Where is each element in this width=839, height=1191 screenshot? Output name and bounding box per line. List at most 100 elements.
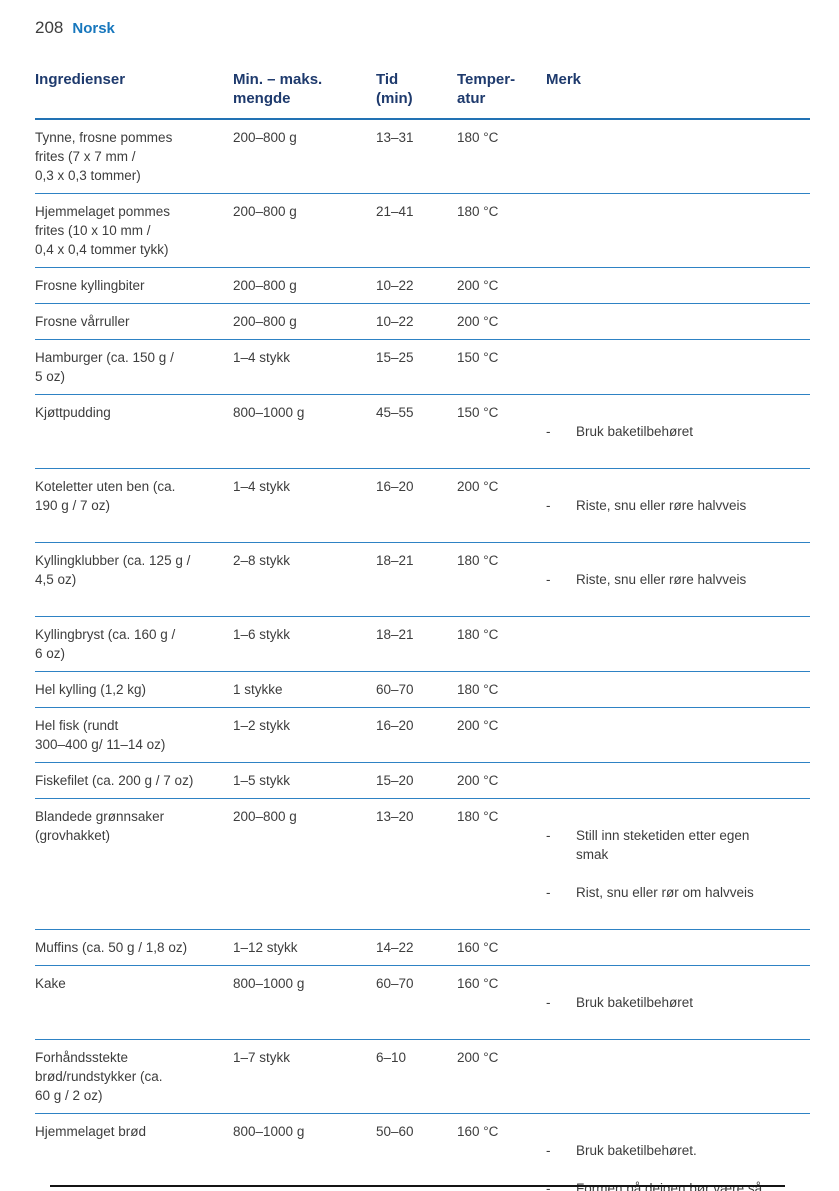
time-cell: 10–22 (376, 314, 414, 329)
note-text: Riste, snu eller røre halvveis (576, 498, 747, 513)
note-text: Bruk baketilbehøret. (576, 1143, 697, 1158)
notes-cell: - Riste, snu eller røre halvveis (546, 469, 810, 542)
temperature-cell: 180 °C (457, 809, 499, 824)
time-cell: 21–41 (376, 204, 414, 219)
amount-cell: 800–1000 g (233, 405, 305, 420)
table-row: Blandede grønnsaker (grovhakket) 200–800… (35, 799, 810, 930)
temperature-cell: 180 °C (457, 627, 499, 642)
table-row: Kyllingbryst (ca. 160 g / 6 oz) 1–6 styk… (35, 617, 810, 672)
ingredient-cell: Hel fisk (rundt 300–400 g/ 11–14 oz) (35, 718, 166, 752)
note-item: - Bruk baketilbehøret. (546, 1133, 810, 1160)
time-cell: 14–22 (376, 940, 414, 955)
note-dash: - (546, 828, 551, 843)
amount-cell: 1–5 stykk (233, 773, 291, 788)
note-item: - Still inn steketiden etter egen smak (546, 818, 810, 864)
temperature-cell: 200 °C (457, 479, 499, 494)
ingredient-cell: Forhåndsstekte brød/rundstykker (ca. 60 … (35, 1050, 163, 1103)
temperature-cell: 160 °C (457, 976, 499, 991)
time-cell: 13–20 (376, 809, 414, 824)
amount-cell: 200–800 g (233, 278, 297, 293)
ingredient-cell: Blandede grønnsaker (grovhakket) (35, 809, 165, 843)
temperature-cell: 160 °C (457, 1124, 499, 1139)
note-text: Bruk baketilbehøret (576, 424, 694, 439)
temperature-cell: 150 °C (457, 405, 499, 420)
notes-cell: - Bruk baketilbehøret (546, 966, 810, 1039)
amount-cell: 200–800 g (233, 130, 297, 145)
column-header-notes: Merk (546, 71, 582, 88)
amount-cell: 200–800 g (233, 809, 297, 824)
temperature-cell: 180 °C (457, 682, 499, 697)
note-dash: - (546, 1143, 551, 1158)
table-row: Forhåndsstekte brød/rundstykker (ca. 60 … (35, 1040, 810, 1114)
notes-cell: - Bruk baketilbehøret. - Formen på deige… (546, 1114, 810, 1191)
note-text: Rist, snu eller rør om halvveis (576, 885, 754, 900)
amount-cell: 1–7 stykk (233, 1050, 291, 1065)
amount-cell: 200–800 g (233, 314, 297, 329)
table-row: Muffins (ca. 50 g / 1,8 oz) 1–12 stykk 1… (35, 930, 810, 966)
note-dash: - (546, 498, 551, 513)
table-row: Kjøttpudding 800–1000 g 45–55 150 °C - B… (35, 395, 810, 469)
time-cell: 45–55 (376, 405, 414, 420)
ingredient-cell: Frosne kyllingbiter (35, 278, 145, 293)
table-row: Frosne kyllingbiter 200–800 g 10–22 200 … (35, 268, 810, 304)
amount-cell: 1–4 stykk (233, 350, 291, 365)
notes-cell: - Riste, snu eller røre halvveis (546, 543, 810, 616)
note-dash: - (546, 885, 551, 900)
notes-cell: - Bruk baketilbehøret (546, 395, 810, 468)
ingredient-cell: Muffins (ca. 50 g / 1,8 oz) (35, 940, 188, 955)
ingredient-cell: Hel kylling (1,2 kg) (35, 682, 147, 697)
amount-cell: 2–8 stykk (233, 553, 291, 568)
column-header-ingredients: Ingredienser (35, 71, 126, 88)
note-dash: - (546, 424, 551, 439)
ingredient-cell: Hamburger (ca. 150 g / 5 oz) (35, 350, 174, 384)
time-cell: 6–10 (376, 1050, 407, 1065)
table-row: Hjemmelaget brød 800–1000 g 50–60 160 °C… (35, 1114, 810, 1191)
amount-cell: 1 stykke (233, 682, 283, 697)
note-item: - Bruk baketilbehøret (546, 414, 810, 449)
ingredient-cell: Tynne, frosne pommes frites (7 x 7 mm / … (35, 130, 173, 183)
table-row: Tynne, frosne pommes frites (7 x 7 mm / … (35, 120, 810, 194)
temperature-cell: 180 °C (457, 553, 499, 568)
table-header-row: Ingredienser Min. – maks. mengde Tid (mi… (35, 70, 810, 120)
amount-cell: 200–800 g (233, 204, 297, 219)
note-text: Riste, snu eller røre halvveis (576, 572, 747, 587)
ingredient-cell: Hjemmelaget pommes frites (10 x 10 mm / … (35, 204, 171, 257)
table-row: Koteletter uten ben (ca. 190 g / 7 oz) 1… (35, 469, 810, 543)
note-dash: - (546, 572, 551, 587)
amount-cell: 800–1000 g (233, 1124, 305, 1139)
temperature-cell: 180 °C (457, 130, 499, 145)
table-row: Hel fisk (rundt 300–400 g/ 11–14 oz) 1–2… (35, 708, 810, 763)
time-cell: 50–60 (376, 1124, 414, 1139)
amount-cell: 1–4 stykk (233, 479, 291, 494)
temperature-cell: 200 °C (457, 278, 499, 293)
time-cell: 15–25 (376, 350, 414, 365)
temperature-cell: 200 °C (457, 314, 499, 329)
table-row: Frosne vårruller 200–800 g 10–22 200 °C (35, 304, 810, 340)
time-cell: 18–21 (376, 553, 414, 568)
ingredient-cell: Koteletter uten ben (ca. 190 g / 7 oz) (35, 479, 176, 513)
column-header-temperature: Temper- atur (457, 71, 516, 107)
time-cell: 15–20 (376, 773, 414, 788)
cooking-table: Ingredienser Min. – maks. mengde Tid (mi… (35, 70, 810, 1191)
ingredient-cell: Kake (35, 976, 66, 991)
temperature-cell: 160 °C (457, 940, 499, 955)
time-cell: 13–31 (376, 130, 414, 145)
note-item: - Riste, snu eller røre halvveis (546, 488, 810, 523)
amount-cell: 1–6 stykk (233, 627, 291, 642)
temperature-cell: 180 °C (457, 204, 499, 219)
column-header-amount: Min. – maks. mengde (233, 71, 323, 107)
ingredient-cell: Kjøttpudding (35, 405, 111, 420)
note-item: - Bruk baketilbehøret (546, 985, 810, 1020)
amount-cell: 1–2 stykk (233, 718, 291, 733)
column-header-time: Tid (min) (376, 71, 413, 107)
note-item: - Rist, snu eller rør om halvveis (546, 883, 810, 910)
amount-cell: 1–12 stykk (233, 940, 298, 955)
time-cell: 60–70 (376, 682, 414, 697)
ingredient-cell: Fiskefilet (ca. 200 g / 7 oz) (35, 773, 194, 788)
temperature-cell: 200 °C (457, 773, 499, 788)
ingredient-cell: Hjemmelaget brød (35, 1124, 147, 1139)
page-bottom-rule (50, 1185, 785, 1187)
note-dash: - (546, 995, 551, 1010)
page-number: 208 (35, 18, 64, 37)
